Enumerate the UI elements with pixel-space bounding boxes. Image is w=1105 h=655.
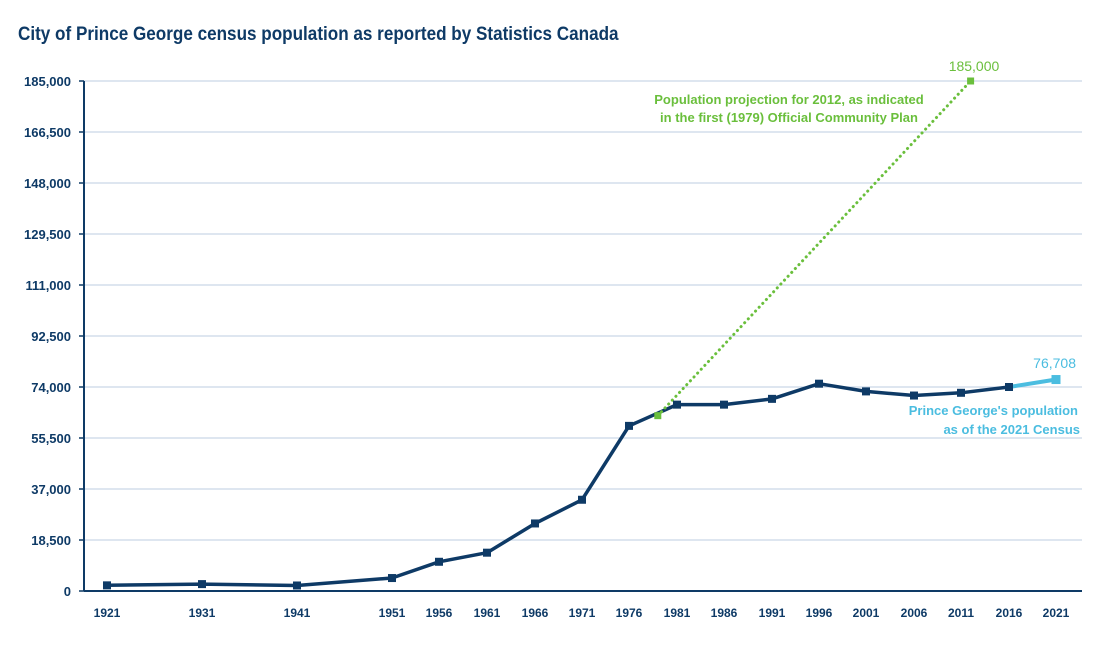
y-tick-label: 0 <box>64 584 71 599</box>
y-tick-label: 148,000 <box>24 176 71 191</box>
census-data-point <box>531 519 539 528</box>
series-lines <box>105 79 1058 588</box>
x-tick-label: 2011 <box>948 606 974 620</box>
census-data-point <box>435 557 443 566</box>
y-tick-label: 37,000 <box>31 482 71 497</box>
x-tick-label: 2016 <box>996 606 1023 620</box>
axes <box>79 80 1082 592</box>
annotations: 185,000 Population projection for 2012, … <box>654 58 1080 437</box>
y-tick-label: 74,000 <box>31 380 71 395</box>
y-tick-label: 55,500 <box>31 431 71 446</box>
projection-data-point <box>654 412 662 420</box>
census-data-point <box>578 495 586 504</box>
y-tick-label: 92,500 <box>31 329 71 344</box>
x-tick-label: 1976 <box>616 606 643 620</box>
x-tick-label: 1991 <box>759 606 786 620</box>
latest-data-point <box>1051 375 1061 385</box>
projection-value-label: 185,000 <box>949 58 1000 74</box>
x-tick-label: 2001 <box>853 606 880 620</box>
x-tick-label: 1971 <box>569 606 596 620</box>
census-data-point <box>720 400 728 409</box>
census-data-point <box>862 387 870 396</box>
census-data-point <box>815 379 823 388</box>
x-axis-ticks: 1921 1931 1941 1951 1956 1961 1966 1971 1976 1981… <box>94 606 1070 620</box>
census-data-point <box>388 574 396 583</box>
x-tick-label: 1966 <box>522 606 549 620</box>
latest-value-label: 76,708 <box>1033 355 1076 371</box>
latest-note-line-1: Prince George's population <box>909 403 1078 418</box>
x-tick-label: 1996 <box>806 606 833 620</box>
census-data-point <box>768 394 776 403</box>
x-tick-label: 1951 <box>379 606 406 620</box>
x-tick-label: 1956 <box>426 606 453 620</box>
census-data-point <box>103 581 111 590</box>
x-tick-label: 1921 <box>94 606 121 620</box>
projection-note-line-2: in the first (1979) Official Community P… <box>660 110 918 125</box>
x-tick-label: 2021 <box>1043 606 1070 620</box>
x-tick-label: 1981 <box>664 606 691 620</box>
census-data-point <box>293 581 301 590</box>
y-tick-label: 129,500 <box>24 227 71 242</box>
projection-data-point <box>967 77 975 85</box>
census-data-point <box>198 580 206 589</box>
grid-lines <box>84 80 1082 541</box>
y-axis-ticks: 0 18,500 37,000 55,500 74,000 92,500 111,000 12… <box>24 74 71 599</box>
y-tick-label: 18,500 <box>31 533 71 548</box>
census-data-point <box>957 388 965 397</box>
chart-title: City of Prince George census population … <box>18 24 619 45</box>
y-tick-label: 166,500 <box>24 125 71 140</box>
x-tick-label: 1961 <box>474 606 501 620</box>
census-series-line <box>105 381 1011 588</box>
series-markers <box>103 77 1061 590</box>
x-tick-label: 1931 <box>189 606 216 620</box>
x-tick-label: 1941 <box>284 606 311 620</box>
x-tick-label: 1986 <box>711 606 738 620</box>
projection-series-line <box>656 79 973 418</box>
x-tick-label: 2006 <box>901 606 928 620</box>
census-data-point <box>673 400 681 409</box>
census-data-point <box>483 548 491 557</box>
y-tick-label: 111,000 <box>25 278 71 293</box>
census-data-point <box>1005 383 1013 391</box>
census-data-point <box>910 391 918 400</box>
census-data-point <box>625 421 633 430</box>
latest-note-line-2: as of the 2021 Census <box>943 422 1080 437</box>
latest-series-line <box>1007 377 1058 389</box>
projection-note-line-1: Population projection for 2012, as indic… <box>654 92 923 107</box>
y-tick-label: 185,000 <box>24 74 71 89</box>
